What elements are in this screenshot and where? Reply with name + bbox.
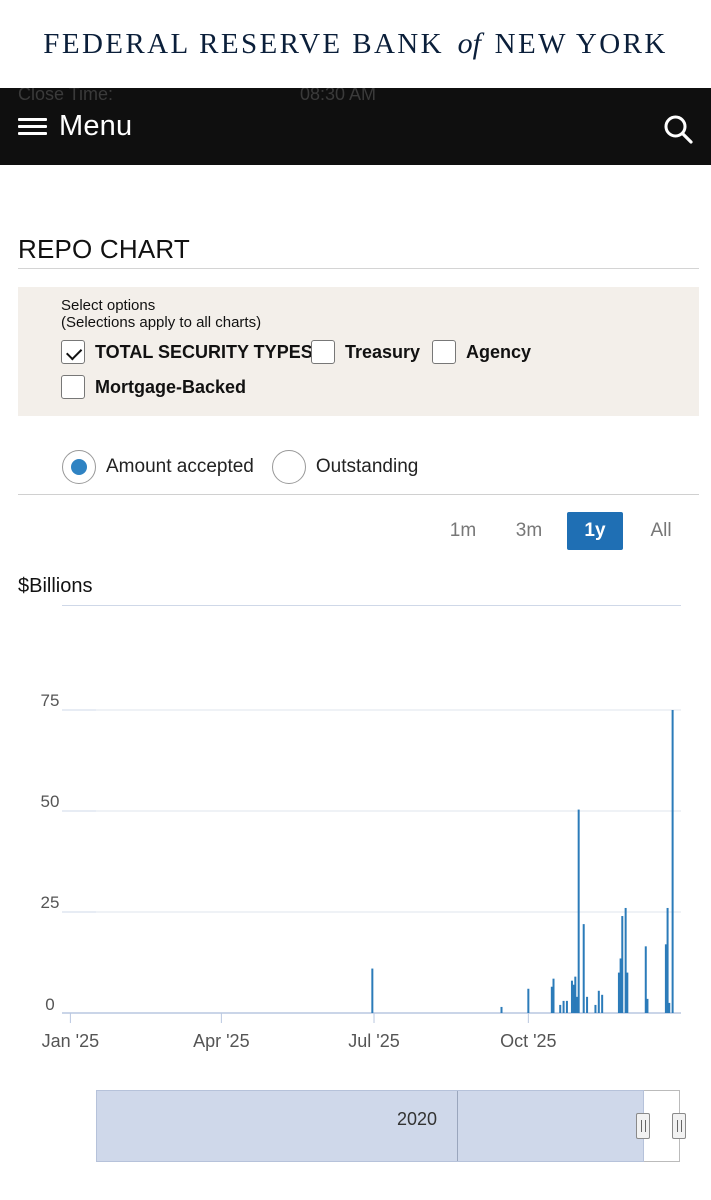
checkmark-icon	[66, 344, 83, 361]
radio-circle[interactable]	[62, 450, 96, 484]
checkbox-treasury[interactable]: Treasury	[311, 340, 420, 364]
x-tick-label: Jan '25	[42, 1031, 99, 1051]
data-bar	[552, 978, 555, 1013]
data-bar	[646, 998, 649, 1013]
data-bar	[527, 988, 530, 1013]
y-tick-label: 75	[41, 691, 60, 710]
checkbox-label: TOTAL SECURITY TYPES	[95, 341, 313, 362]
data-bar	[597, 990, 600, 1013]
units-divider	[62, 605, 681, 606]
options-panel: Select options (Selections apply to all …	[18, 287, 699, 416]
search-icon	[664, 115, 693, 144]
data-bar	[500, 1006, 503, 1013]
data-bar	[371, 968, 374, 1013]
checkbox-box[interactable]	[61, 340, 85, 364]
range-navigator[interactable]: 2020	[96, 1090, 644, 1162]
radio-outstanding[interactable]: Outstanding	[271, 450, 419, 484]
y-axis-unit-label: $Billions	[18, 575, 93, 597]
data-bar	[577, 809, 580, 1013]
data-bar	[619, 958, 622, 1013]
data-bar	[586, 996, 589, 1013]
data-bar	[668, 1002, 671, 1013]
brand-of: of	[457, 27, 481, 60]
checkbox-box[interactable]	[311, 340, 335, 364]
data-bar	[575, 996, 578, 1013]
data-bar	[621, 916, 624, 1013]
radio-selected-dot	[71, 459, 87, 475]
data-bar	[550, 986, 553, 1013]
y-tick-label: 0	[45, 995, 54, 1014]
close-time-label: Close Time:	[18, 88, 114, 104]
x-tick-label: Jul '25	[348, 1031, 399, 1051]
checkbox-box[interactable]	[432, 340, 456, 364]
nav-bar: Close Time: 08:30 AM Menu	[0, 88, 711, 165]
navigator-divider	[457, 1091, 458, 1161]
radio-label: Amount accepted	[106, 456, 254, 477]
checkbox-label: Mortgage-Backed	[95, 376, 247, 397]
data-bar	[594, 1004, 597, 1013]
radio-divider	[18, 494, 699, 495]
search-button[interactable]	[663, 114, 693, 144]
options-header: Select options (Selections apply to all …	[61, 297, 261, 331]
x-tick-label: Oct '25	[500, 1031, 556, 1051]
brand-part1: FEDERAL RESERVE BANK	[43, 28, 444, 60]
checkbox-agency[interactable]: Agency	[432, 340, 531, 364]
data-bar	[601, 994, 604, 1013]
section-title: REPO CHART	[18, 234, 190, 264]
range-selector: 1m 3m 1y All	[430, 512, 694, 550]
display-mode-radios: Amount accepted Outstanding	[62, 450, 436, 484]
hamburger-icon	[18, 116, 47, 138]
data-bar	[626, 972, 629, 1013]
menu-label: Menu	[59, 110, 133, 142]
data-bar	[570, 980, 573, 1013]
data-bar	[565, 1000, 568, 1013]
checkbox-label: Agency	[466, 341, 532, 362]
data-bar	[562, 1000, 565, 1013]
data-bar	[574, 976, 577, 1013]
data-bar	[624, 907, 627, 1013]
range-button-1m[interactable]: 1m	[449, 520, 477, 541]
navigator-right-handle[interactable]	[672, 1113, 686, 1139]
data-bar	[644, 946, 647, 1013]
site-header: FEDERAL RESERVE BANK of NEW YORK	[0, 0, 711, 88]
data-bar	[666, 907, 669, 1013]
y-tick-label: 50	[41, 792, 60, 811]
ghost-header-text: Close Time: 08:30 AM	[18, 88, 618, 108]
y-tick-label: 25	[41, 893, 60, 912]
title-divider	[18, 268, 699, 269]
options-header-line2: (Selections apply to all charts)	[61, 314, 262, 331]
menu-button[interactable]: Menu	[18, 110, 132, 143]
data-bar	[671, 710, 674, 1013]
data-bar	[617, 972, 620, 1013]
close-time-value: 08:30 AM	[300, 88, 377, 104]
range-button-all[interactable]: All	[650, 520, 672, 541]
data-bar	[664, 944, 667, 1013]
repo-bar-chart: 0 25 50 75 Jan '25 Apr '25 Jul '25 Oct '25	[41, 691, 681, 1051]
navigator-year-label: 2020	[397, 1109, 438, 1129]
navigator-left-handle[interactable]	[636, 1113, 650, 1139]
checkbox-label: Treasury	[345, 341, 421, 362]
checkbox-total-security-types[interactable]: TOTAL SECURITY TYPES	[61, 340, 313, 364]
x-tick-label: Apr '25	[193, 1031, 249, 1051]
checkbox-box[interactable]	[61, 375, 85, 399]
radio-circle[interactable]	[271, 450, 306, 484]
options-header-line1: Select options	[61, 297, 156, 314]
range-button-3m[interactable]: 3m	[515, 520, 543, 541]
checkbox-mortgage-backed[interactable]: Mortgage-Backed	[61, 375, 246, 399]
data-bar	[582, 924, 585, 1013]
data-bar	[559, 1004, 562, 1013]
radio-amount-accepted[interactable]: Amount accepted	[62, 450, 254, 484]
brand-part2: NEW YORK	[494, 28, 668, 60]
radio-label: Outstanding	[315, 456, 419, 477]
brand-logo[interactable]: FEDERAL RESERVE BANK of NEW YORK	[43, 27, 667, 61]
range-button-1y[interactable]: 1y	[567, 512, 623, 550]
data-bar	[572, 984, 575, 1013]
